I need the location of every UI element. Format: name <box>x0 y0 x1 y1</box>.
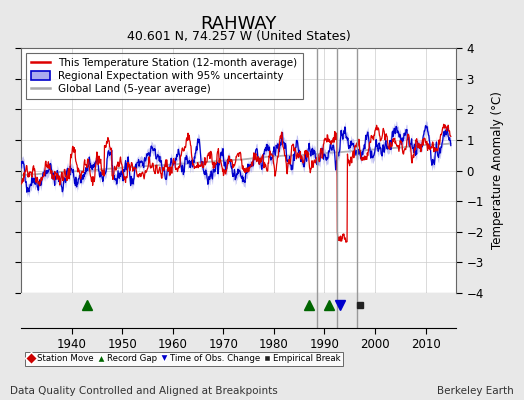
Legend: This Temperature Station (12-month average), Regional Expectation with 95% uncer: This Temperature Station (12-month avera… <box>26 53 303 99</box>
Y-axis label: Temperature Anomaly (°C): Temperature Anomaly (°C) <box>490 92 504 250</box>
Text: 40.601 N, 74.257 W (United States): 40.601 N, 74.257 W (United States) <box>126 30 351 43</box>
Title: RAHWAY: RAHWAY <box>200 14 277 32</box>
Text: Data Quality Controlled and Aligned at Breakpoints: Data Quality Controlled and Aligned at B… <box>10 386 278 396</box>
Legend: Station Move, Record Gap, Time of Obs. Change, Empirical Break: Station Move, Record Gap, Time of Obs. C… <box>25 352 343 366</box>
Text: Berkeley Earth: Berkeley Earth <box>437 386 514 396</box>
